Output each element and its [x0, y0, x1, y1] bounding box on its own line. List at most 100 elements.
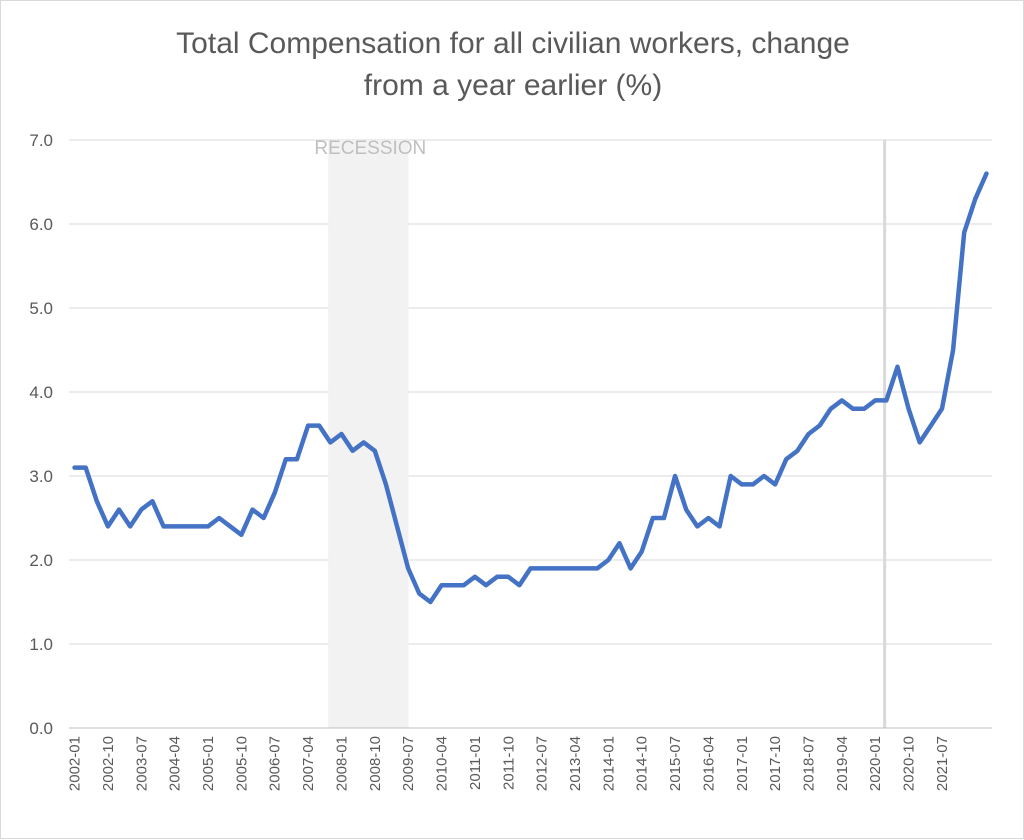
data-point [684, 508, 688, 511]
x-tick-label: 2018-07 [801, 736, 818, 791]
data-point [740, 483, 743, 486]
data-point [362, 441, 365, 444]
data-point [340, 432, 343, 436]
x-tick-label: 2009-07 [400, 736, 417, 791]
data-point [896, 365, 899, 368]
x-tick-label: 2020-10 [901, 736, 918, 791]
data-point [951, 348, 955, 352]
data-point [406, 567, 410, 570]
data-point [273, 491, 276, 494]
data-point [529, 567, 532, 570]
data-point [707, 516, 710, 520]
chart-title-line-2: from a year earlier (%) [363, 69, 663, 102]
data-point [818, 424, 821, 427]
x-tick-label: 2004-04 [167, 736, 184, 791]
data-point [551, 567, 554, 570]
x-tick-label: 2006-07 [267, 736, 284, 791]
data-point [384, 483, 388, 486]
data-point [140, 508, 143, 511]
data-point [807, 432, 810, 436]
data-point [907, 407, 910, 410]
chart-title-line-1: Total Compensation for all civilian work… [176, 27, 850, 60]
data-point [440, 584, 443, 587]
x-tick-label: 2017-10 [767, 736, 784, 791]
data-point [284, 458, 288, 461]
data-point [762, 474, 766, 478]
series-line [72, 171, 989, 605]
x-tick-label: 2015-07 [667, 736, 684, 791]
x-tick-label: 2017-01 [734, 736, 751, 791]
data-point [940, 407, 944, 410]
data-point [640, 550, 643, 553]
x-tick-label: 2016-04 [700, 736, 717, 791]
data-point [751, 483, 755, 486]
data-point [373, 449, 377, 452]
data-point [240, 533, 243, 536]
data-point [929, 424, 933, 427]
data-point [329, 441, 332, 444]
x-tick-label: 2002-10 [100, 736, 117, 791]
data-point [173, 525, 176, 528]
data-point [851, 407, 855, 410]
data-point [874, 399, 877, 402]
data-point [162, 525, 165, 528]
data-point [451, 584, 454, 587]
chart-title: Total Compensation for all civilian work… [1, 23, 1024, 107]
data-point [295, 458, 299, 461]
data-point [95, 500, 99, 503]
data-point [540, 567, 543, 570]
x-tick-label: 2007-04 [300, 736, 317, 791]
data-point [84, 466, 87, 469]
x-tick-label: 2014-10 [634, 736, 651, 791]
data-point [351, 449, 354, 452]
x-tick-label: 2011-01 [467, 736, 484, 790]
recession-label: RECESSION [314, 138, 426, 159]
data-point [596, 567, 599, 570]
y-tick-label: 4.0 [29, 383, 53, 402]
data-point [885, 399, 888, 402]
data-point [106, 525, 110, 528]
y-tick-label: 7.0 [29, 131, 53, 150]
data-point [429, 600, 432, 604]
data-point [618, 542, 621, 545]
x-tick-label: 2002-01 [67, 736, 84, 791]
x-tick-label: 2012-07 [534, 736, 551, 791]
data-point [584, 567, 588, 570]
data-point [651, 516, 655, 520]
data-point [251, 508, 254, 511]
data-point [473, 575, 477, 578]
data-point [829, 407, 832, 410]
data-point [662, 516, 666, 520]
data-point [151, 500, 154, 503]
y-tick-label: 2.0 [29, 551, 53, 570]
x-tick-label: 2019-04 [834, 736, 851, 791]
data-point [562, 567, 566, 570]
x-tick-label: 2010-04 [434, 736, 451, 791]
x-tick-label: 2013-04 [567, 736, 584, 791]
data-point [217, 516, 221, 520]
data-point [607, 558, 610, 562]
x-tick-label: 2011-10 [500, 736, 517, 790]
data-point [306, 424, 310, 427]
data-point [985, 172, 988, 175]
data-point [718, 525, 721, 528]
data-point [206, 525, 210, 528]
data-point [785, 458, 788, 461]
data-point [229, 525, 232, 528]
data-point [73, 466, 76, 469]
data-point [696, 525, 699, 528]
data-point [974, 197, 977, 200]
data-point [117, 508, 121, 511]
y-tick-label: 6.0 [29, 215, 53, 234]
data-point [262, 516, 265, 520]
x-tick-label: 2021-07 [934, 736, 951, 791]
data-point [629, 567, 632, 570]
data-point [773, 483, 777, 486]
data-point [395, 525, 399, 528]
y-tick-label: 1.0 [29, 635, 53, 654]
y-tick-label: 0.0 [29, 719, 53, 738]
data-point [673, 474, 677, 478]
data-point [962, 231, 966, 234]
